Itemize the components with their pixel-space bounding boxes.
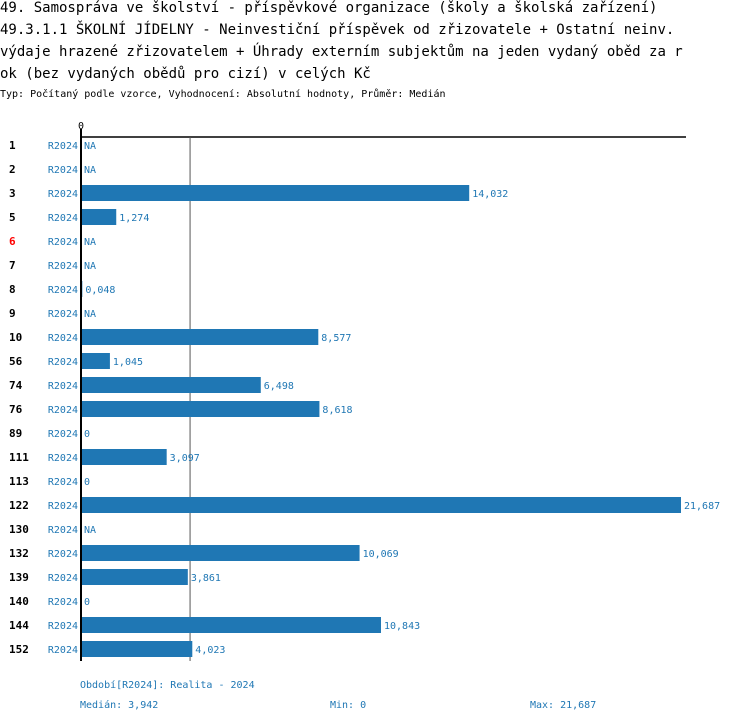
data-label: NA xyxy=(84,237,96,248)
series-label: R2024 xyxy=(48,141,78,152)
data-label: 14,032 xyxy=(472,189,508,200)
category-label: 152 xyxy=(9,643,29,656)
subtitle: Typ: Počítaný podle vzorce, Vyhodnocení:… xyxy=(0,89,446,100)
series-label: R2024 xyxy=(48,213,78,224)
series-label: R2024 xyxy=(48,333,78,344)
series-label: R2024 xyxy=(48,357,78,368)
category-label: 140 xyxy=(9,595,29,608)
series-label: R2024 xyxy=(48,645,78,656)
series-label: R2024 xyxy=(48,477,78,488)
data-label: 0 xyxy=(84,429,90,440)
category-label: 122 xyxy=(9,499,29,512)
title-line-3: výdaje hrazené zřizovatelem + Úhrady ext… xyxy=(0,44,683,60)
series-label: R2024 xyxy=(48,621,78,632)
category-label: 144 xyxy=(9,619,29,632)
category-label: 6 xyxy=(9,235,16,248)
category-label: 111 xyxy=(9,451,29,464)
bar xyxy=(81,185,470,201)
series-label: R2024 xyxy=(48,573,78,584)
bar xyxy=(81,329,319,345)
category-label: 76 xyxy=(9,403,23,416)
series-label: R2024 xyxy=(48,285,78,296)
category-label: 8 xyxy=(9,283,16,296)
category-label: 74 xyxy=(9,379,23,392)
data-label: 10,069 xyxy=(363,549,399,560)
bar xyxy=(81,497,681,513)
bar xyxy=(81,377,261,393)
data-label: 6,498 xyxy=(264,381,294,392)
category-label: 3 xyxy=(9,187,16,200)
category-label: 10 xyxy=(9,331,22,344)
series-label: R2024 xyxy=(48,501,78,512)
data-label: NA xyxy=(84,261,96,272)
category-label: 2 xyxy=(9,163,16,176)
category-label: 89 xyxy=(9,427,22,440)
series-label: R2024 xyxy=(48,597,78,608)
category-label: 1 xyxy=(9,139,16,152)
series-label: R2024 xyxy=(48,405,78,416)
category-label: 113 xyxy=(9,475,29,488)
title-line-2: 49.3.1.1 ŠKOLNÍ JÍDELNY - Neinvestiční p… xyxy=(0,22,675,38)
min-stat: Min: 0 xyxy=(330,700,367,711)
category-label: 130 xyxy=(9,523,29,536)
title-line-4: ok (bez vydaných obědů pro cizí) v celýc… xyxy=(0,66,371,82)
category-label: 9 xyxy=(9,307,16,320)
data-label: NA xyxy=(84,309,96,320)
series-label: R2024 xyxy=(48,165,78,176)
data-label: 0,048 xyxy=(85,285,115,296)
bar xyxy=(81,617,381,633)
category-label: 5 xyxy=(9,211,16,224)
series-label: R2024 xyxy=(48,261,78,272)
data-label: 8,618 xyxy=(322,405,352,416)
series-label: R2024 xyxy=(48,381,78,392)
data-label: 4,023 xyxy=(195,645,225,656)
series-label: R2024 xyxy=(48,453,78,464)
data-label: NA xyxy=(84,141,96,152)
data-label: 10,843 xyxy=(384,621,420,632)
category-label: 7 xyxy=(9,259,16,272)
bar xyxy=(81,545,360,561)
category-label: 132 xyxy=(9,547,29,560)
data-label: 8,577 xyxy=(321,333,351,344)
title-line-1: 49. Samospráva ve školství - příspěvkové… xyxy=(0,0,658,16)
data-label: 21,687 xyxy=(684,501,720,512)
data-label: 0 xyxy=(84,477,90,488)
series-label: R2024 xyxy=(48,309,78,320)
series-label: R2024 xyxy=(48,429,78,440)
max-stat: Max: 21,687 xyxy=(530,700,597,711)
bar xyxy=(81,401,320,417)
series-label: R2024 xyxy=(48,525,78,536)
x-tick-label: 0 xyxy=(78,121,84,132)
data-label: 0 xyxy=(84,597,90,608)
series-label: R2024 xyxy=(48,549,78,560)
data-label: NA xyxy=(84,165,96,176)
series-label: R2024 xyxy=(48,189,78,200)
category-label: 56 xyxy=(9,355,23,368)
period-legend: Období[R2024]: Realita - 2024 xyxy=(80,680,255,691)
bar xyxy=(81,353,110,369)
bar xyxy=(81,209,117,225)
bar xyxy=(81,449,167,465)
data-label: 3,097 xyxy=(170,453,200,464)
series-label: R2024 xyxy=(48,237,78,248)
category-label: 139 xyxy=(9,571,29,584)
median-stat: Medián: 3,942 xyxy=(80,700,159,711)
data-label: 1,274 xyxy=(119,213,149,224)
bar xyxy=(81,641,193,657)
bar xyxy=(81,569,188,585)
data-label: NA xyxy=(84,525,96,536)
data-label: 1,045 xyxy=(113,357,143,368)
data-label: 3,861 xyxy=(191,573,221,584)
